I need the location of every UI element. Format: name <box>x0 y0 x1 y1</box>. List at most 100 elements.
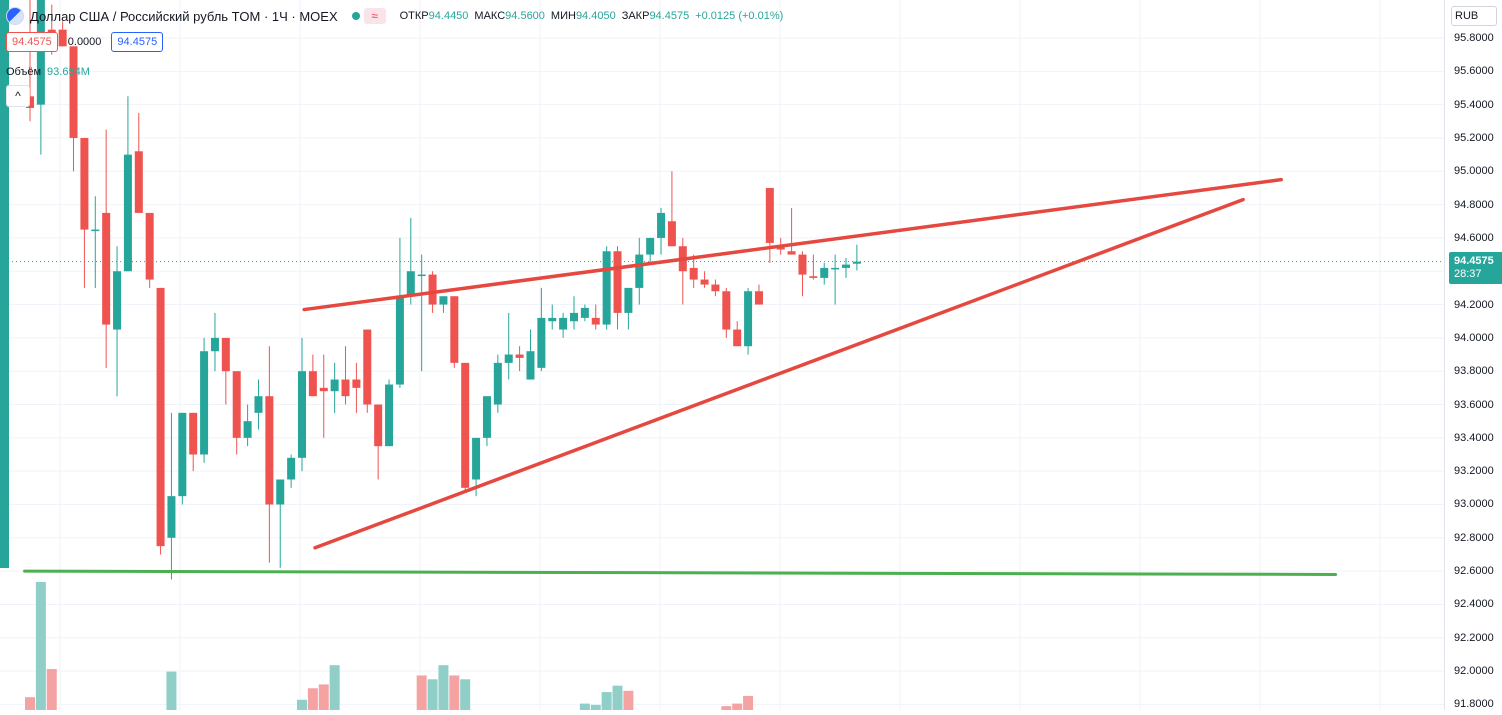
market-open-dot-icon <box>351 12 360 20</box>
chart-pane[interactable]: Доллар США / Российский рубль TOM · 1Ч ·… <box>0 0 1444 710</box>
candle[interactable] <box>330 362 339 413</box>
candle[interactable] <box>298 337 306 472</box>
candle[interactable] <box>570 296 578 330</box>
candle[interactable] <box>711 279 720 297</box>
candle[interactable] <box>439 296 448 313</box>
candle[interactable] <box>526 329 535 380</box>
candle[interactable] <box>450 296 459 368</box>
collapse-legend-button[interactable]: ^ <box>6 85 30 107</box>
candle[interactable] <box>744 287 753 355</box>
candle[interactable] <box>210 312 219 372</box>
candle[interactable] <box>493 354 502 413</box>
candle[interactable] <box>80 137 89 288</box>
candle[interactable] <box>134 112 143 213</box>
candle[interactable] <box>395 237 404 388</box>
candle-body <box>167 496 176 538</box>
candle-body <box>635 254 644 288</box>
candle[interactable] <box>646 237 655 263</box>
candle[interactable] <box>91 196 100 288</box>
candle[interactable] <box>831 254 840 305</box>
candle[interactable] <box>667 171 676 247</box>
candle-body <box>210 337 219 352</box>
candle[interactable] <box>733 321 742 347</box>
candle[interactable] <box>265 346 274 563</box>
candle[interactable] <box>580 304 589 322</box>
candle[interactable] <box>504 312 513 380</box>
candle[interactable] <box>156 287 165 555</box>
price-axis[interactable]: RUB 95.8000 95.6000 95.4000 95.2000 95.0000 9… <box>1444 0 1502 710</box>
candle[interactable] <box>809 254 818 280</box>
candle[interactable] <box>69 46 78 172</box>
sell-price-button[interactable]: 94.4575 <box>6 32 58 52</box>
candle[interactable] <box>678 237 687 305</box>
candlestick-chart[interactable] <box>0 0 1444 710</box>
symbol-legend[interactable]: Доллар США / Российский рубль TOM · 1Ч ·… <box>6 5 783 27</box>
candle-body <box>265 396 274 505</box>
symbol-title[interactable]: Доллар США / Российский рубль TOM · 1Ч ·… <box>30 8 338 24</box>
candle[interactable] <box>243 404 252 447</box>
candle[interactable] <box>537 287 546 372</box>
volume-bar <box>416 675 427 710</box>
candle[interactable] <box>624 287 633 330</box>
candle[interactable] <box>102 129 111 368</box>
candle[interactable] <box>58 21 67 47</box>
candle[interactable] <box>352 362 361 413</box>
volume-legend[interactable]: Объём 93.654M <box>6 66 90 78</box>
candle[interactable] <box>515 346 524 372</box>
candle[interactable] <box>287 454 296 488</box>
candle[interactable] <box>548 304 557 330</box>
candle[interactable] <box>461 362 470 492</box>
buy-price-button[interactable]: 94.4575 <box>111 32 164 52</box>
candle[interactable] <box>221 337 230 405</box>
candle[interactable] <box>559 312 568 338</box>
candle[interactable] <box>406 217 415 305</box>
candle-body <box>232 371 241 438</box>
candle[interactable] <box>341 346 350 405</box>
candle[interactable] <box>36 0 45 155</box>
candle[interactable] <box>820 262 829 285</box>
bar-countdown: 28:37 <box>1454 268 1482 280</box>
candle[interactable] <box>123 96 132 272</box>
trendline-horizontal-support[interactable] <box>23 569 1338 576</box>
candle-body <box>482 396 491 438</box>
candle[interactable] <box>276 479 285 568</box>
candle[interactable] <box>178 412 187 505</box>
candle[interactable] <box>689 254 698 288</box>
candle[interactable] <box>145 212 154 288</box>
candle[interactable] <box>787 207 796 255</box>
candle[interactable] <box>385 379 394 447</box>
candle[interactable] <box>308 354 317 397</box>
candle[interactable] <box>167 412 176 580</box>
candle[interactable] <box>842 257 850 278</box>
candle[interactable] <box>363 329 372 413</box>
price-tick-label: 94.0000 <box>1454 331 1494 344</box>
trendline-upper-resistance[interactable] <box>302 177 1283 312</box>
wave-icon[interactable]: ≈ <box>363 8 386 24</box>
candle[interactable] <box>319 354 328 438</box>
candle[interactable] <box>591 304 600 330</box>
candle[interactable] <box>417 254 426 372</box>
candle[interactable] <box>374 404 383 480</box>
candle[interactable] <box>613 246 622 330</box>
volume-bar <box>449 675 460 710</box>
candle[interactable] <box>482 396 491 447</box>
candle[interactable] <box>798 251 807 297</box>
candle[interactable] <box>852 244 861 271</box>
candle[interactable] <box>657 207 666 255</box>
candle[interactable] <box>232 371 241 455</box>
candle[interactable] <box>754 284 763 305</box>
candle-body <box>504 354 513 363</box>
currency-selector[interactable]: RUB <box>1451 6 1497 26</box>
candle[interactable] <box>722 287 731 338</box>
candle-body <box>91 229 100 232</box>
candle[interactable] <box>602 246 611 330</box>
candle[interactable] <box>635 237 644 305</box>
candle[interactable] <box>700 271 709 288</box>
candle[interactable] <box>113 246 122 397</box>
candle[interactable] <box>189 412 198 472</box>
trendline-lower-support-rising[interactable] <box>313 197 1245 550</box>
high-key: МАКС <box>474 10 506 22</box>
candle[interactable] <box>765 187 774 263</box>
candle[interactable] <box>254 379 263 430</box>
candle[interactable] <box>200 337 209 463</box>
